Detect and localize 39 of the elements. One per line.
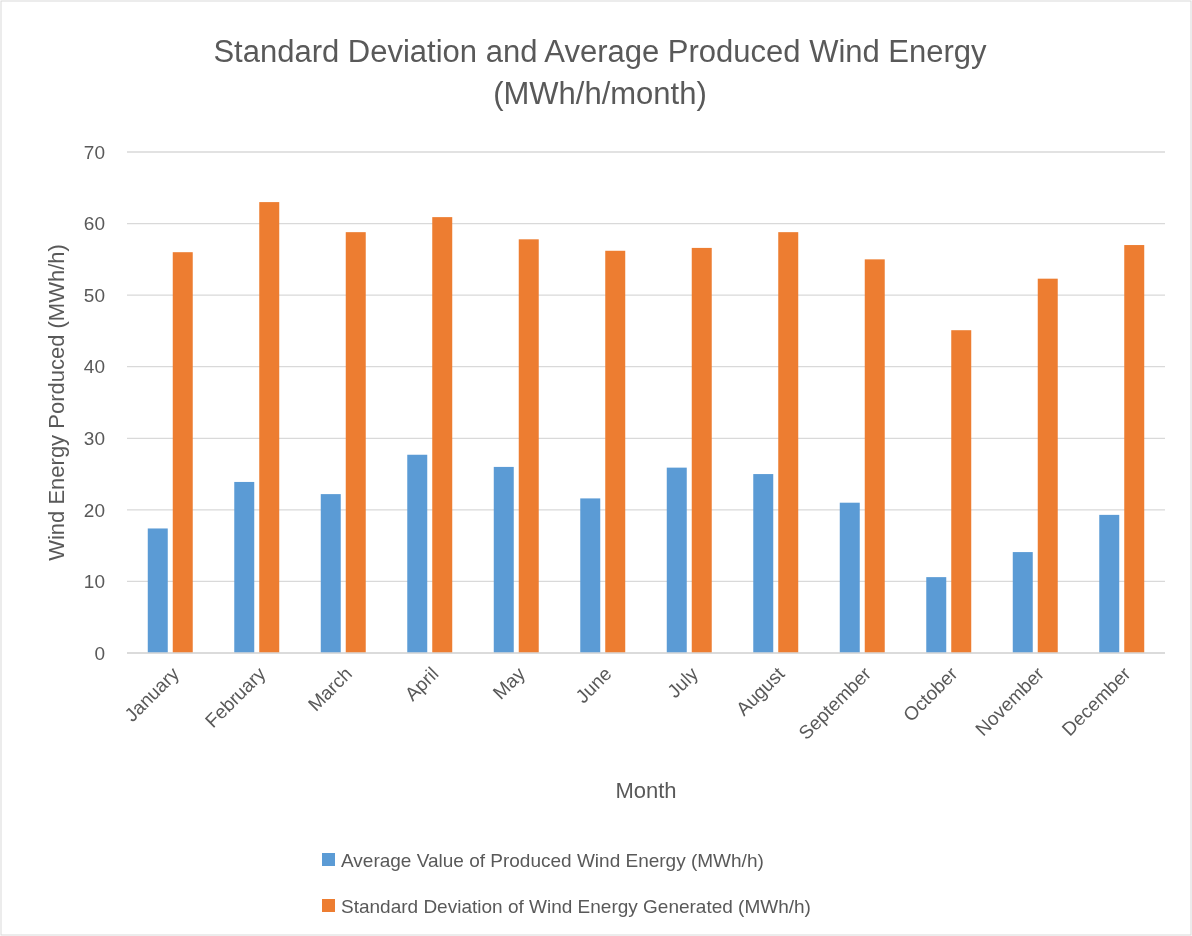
bar: [493, 466, 514, 653]
bar: [1012, 552, 1033, 653]
bar: [605, 250, 626, 653]
y-tick-label: 10: [83, 571, 105, 593]
bar: [926, 577, 947, 653]
bar: [1037, 278, 1058, 653]
bar: [320, 494, 341, 653]
chart-title: Standard Deviation and Average Produced Wind Energy (MWh/h/month): [213, 34, 988, 111]
bar: [1099, 514, 1120, 653]
y-tick-label: 40: [83, 356, 105, 378]
bar: [1124, 245, 1145, 653]
bar: [234, 481, 255, 653]
bar: [691, 247, 712, 653]
bar: [951, 330, 972, 653]
y-tick-label: 70: [83, 141, 105, 163]
y-tick-label: 30: [83, 427, 105, 449]
x-axis-title: Month: [615, 778, 677, 803]
y-axis-title: Wind Energy Porduced (MWh/h): [44, 244, 69, 561]
x-tick-label: July: [663, 662, 703, 702]
bar: [839, 502, 860, 653]
bar: [147, 528, 168, 653]
bar: [666, 467, 687, 653]
y-tick-label: 50: [83, 284, 105, 306]
bar: [864, 259, 885, 653]
bar: [518, 239, 539, 653]
bar: [580, 498, 601, 653]
legend-label: Average Value of Produced Wind Energy (MWh/h): [341, 849, 764, 871]
bar: [778, 232, 799, 653]
bar: [259, 202, 280, 653]
bar: [753, 474, 774, 653]
bar: [172, 252, 193, 653]
bar: [345, 232, 366, 653]
x-tick-label: May: [488, 662, 530, 704]
y-tick-label: 60: [83, 213, 105, 235]
bar: [432, 217, 453, 653]
y-tick-label: 0: [94, 642, 105, 664]
legend-label: Standard Deviation of Wind Energy Generated (MWh/h): [341, 895, 811, 917]
y-tick-label: 20: [83, 499, 105, 521]
bar: [407, 454, 428, 653]
